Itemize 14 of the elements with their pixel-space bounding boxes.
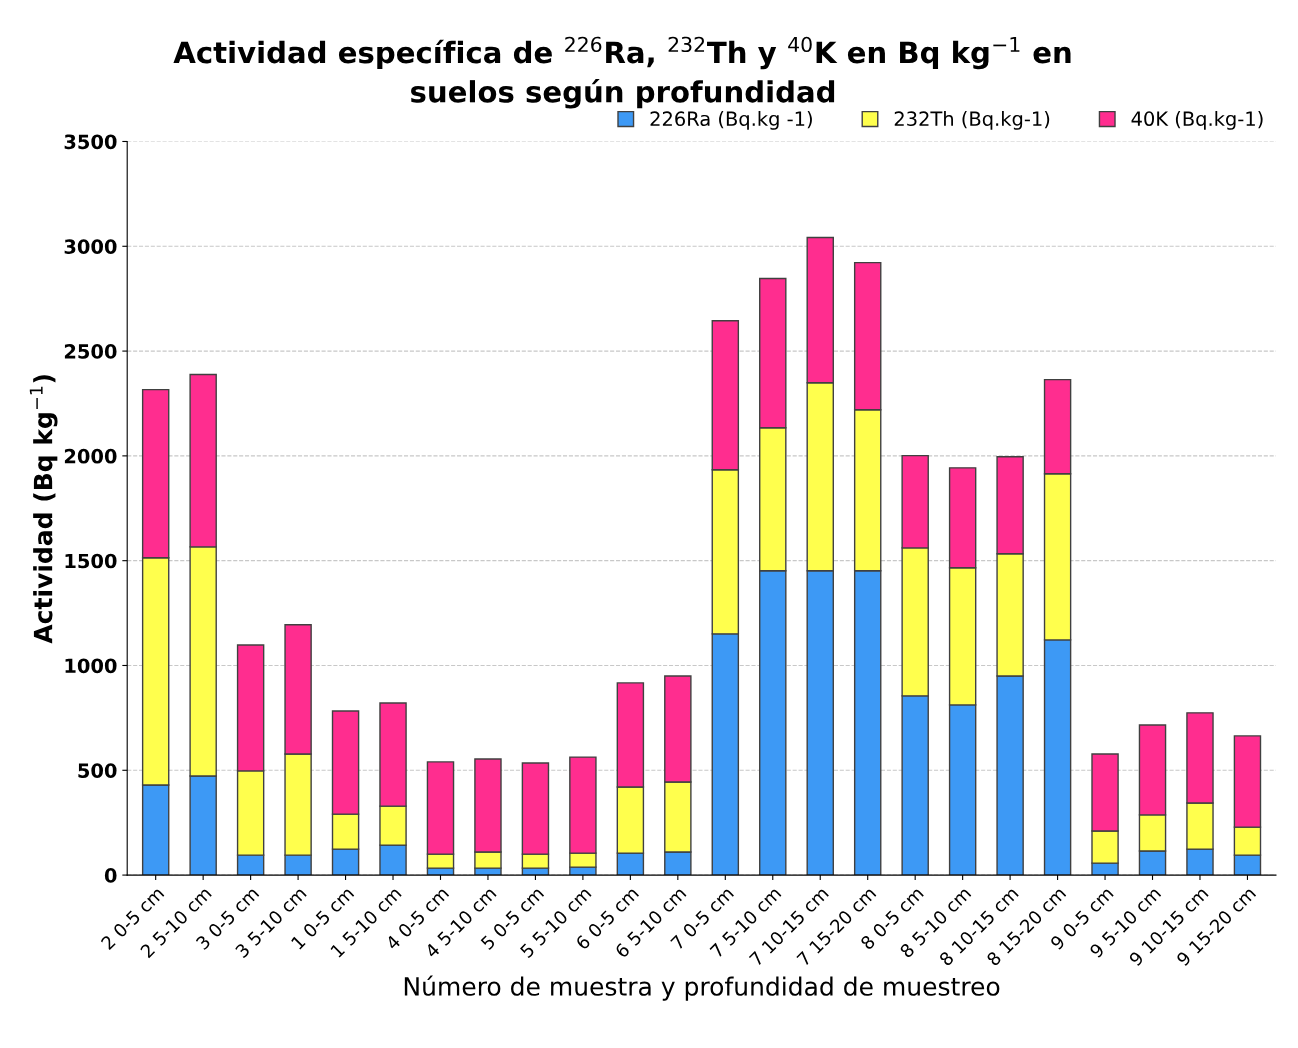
legend-label: 40K (Bq.kg-1) — [1131, 110, 1263, 130]
y-axis-title: Actividad (Bq kg$^{−1}$) — [29, 375, 58, 644]
chart-title: Actividad específica de $^{226}$Ra, $^{232}$Th y $^{40}$K en Bq kg$^{−1}$ en suelos según profundidad — [173, 36, 1071, 109]
legend-label: 226Ra (Bq.kg -1) — [650, 110, 812, 130]
y-tick-label: 0 — [104, 868, 117, 883]
x-axis-title: Número de muestra y profundidad de muestreo — [404, 975, 1000, 1001]
y-tick-label: 3500 — [64, 134, 117, 150]
y-tick-label: 1500 — [65, 553, 117, 569]
y-tick-label: 500 — [78, 763, 117, 778]
y-tick-label: 2000 — [64, 448, 117, 464]
legend-label: 232Th (Bq.kg-1) — [894, 110, 1050, 130]
y-tick-label: 3000 — [64, 239, 117, 254]
y-tick-label: 1000 — [65, 658, 117, 674]
y-tick-label: 2500 — [64, 344, 117, 359]
